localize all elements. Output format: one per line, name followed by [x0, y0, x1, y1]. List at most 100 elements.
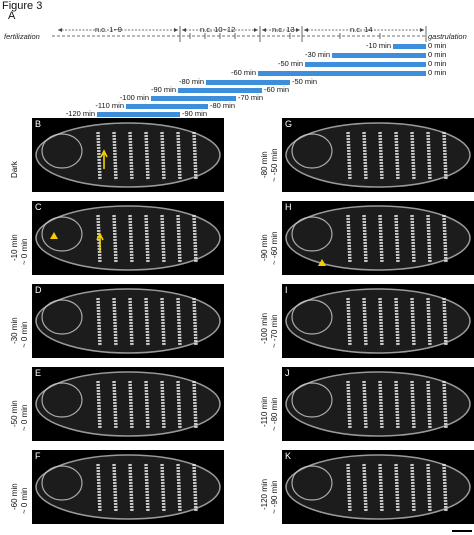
- panel-letter: G: [285, 119, 293, 129]
- segment-stripe: [96, 131, 102, 181]
- yellow-arrow: [100, 149, 108, 169]
- panel-letter: F: [35, 451, 41, 461]
- exposure-end-label: 0 min: [428, 41, 447, 50]
- embryo-outline: [285, 205, 471, 271]
- segment-stripe: [410, 463, 416, 513]
- exposure-label-start: -50 min: [10, 400, 19, 427]
- exposure-label-end: ~ 0 min: [20, 238, 29, 265]
- segment-stripe: [128, 214, 134, 264]
- segment-stripe: [160, 214, 166, 264]
- exposure-start-label: -10 min: [365, 41, 391, 50]
- segment-stripe: [346, 297, 352, 347]
- segment-stripe: [128, 380, 134, 430]
- exposure-end-label: -90 min: [182, 109, 208, 118]
- exposure-bar: [178, 88, 262, 93]
- segment-stripe: [96, 297, 102, 347]
- embryo-image: [285, 454, 471, 520]
- segment-stripe: [176, 463, 182, 513]
- segment-stripe: [160, 131, 166, 181]
- segment-stripe: [362, 131, 368, 181]
- segment-stripe: [176, 131, 182, 181]
- head-region: [41, 465, 83, 501]
- segment-stripe: [192, 214, 198, 264]
- segment-stripe: [144, 214, 150, 264]
- segment-stripe: [346, 131, 352, 181]
- embryo-panel-b: B: [32, 118, 224, 192]
- exposure-end-label: -70 min: [238, 93, 264, 102]
- exposure-bar: [305, 62, 426, 67]
- segment-stripe: [426, 463, 432, 513]
- segment-stripe: [144, 380, 150, 430]
- segment-stripe: [394, 214, 400, 264]
- segment-stripe: [394, 463, 400, 513]
- fertilization-label: fertilization: [4, 32, 40, 41]
- panel-letter: J: [285, 368, 290, 378]
- segment-stripe: [346, 380, 352, 430]
- embryo-panel-j: J: [282, 367, 474, 441]
- exposure-label-end: ~ 0 min: [20, 404, 29, 431]
- segment-stripe: [112, 463, 118, 513]
- segment-stripe: [362, 380, 368, 430]
- embryo-image: [285, 122, 471, 188]
- head-region: [291, 299, 333, 335]
- exposure-end-label: 0 min: [428, 59, 447, 68]
- yellow-arrow: [96, 232, 104, 252]
- embryo-panel-k: K: [282, 450, 474, 524]
- segment-stripe: [96, 463, 102, 513]
- segment-stripe: [160, 297, 166, 347]
- segment-stripe: [192, 463, 198, 513]
- segment-stripe: [442, 131, 448, 181]
- exposure-start-label: -120 min: [65, 109, 95, 118]
- yellow-arrowhead: [50, 232, 58, 239]
- embryo-panel-d: D: [32, 284, 224, 358]
- segment-stripe: [378, 131, 384, 181]
- segment-stripe: [426, 214, 432, 264]
- exposure-label-start: -80 min: [260, 151, 269, 178]
- exposure-bar: [151, 96, 236, 101]
- panel-letter: I: [285, 285, 288, 295]
- segment-stripe: [394, 380, 400, 430]
- panel-letter: D: [35, 285, 42, 295]
- segment-stripe: [96, 380, 102, 430]
- segment-stripe: [362, 214, 368, 264]
- exposure-label-end: ~ -90 min: [270, 480, 279, 514]
- exposure-label-end: ~ -80 min: [270, 397, 279, 431]
- exposure-label-end: ~ 0 min: [20, 487, 29, 514]
- segment-stripe: [394, 297, 400, 347]
- exposure-end-label: 0 min: [428, 68, 447, 77]
- head-region: [291, 133, 333, 169]
- yellow-arrowhead: [318, 259, 326, 266]
- embryo-image: [35, 454, 221, 520]
- panel-letter: C: [35, 202, 42, 212]
- scale-bar: [452, 530, 472, 532]
- embryo-image: [35, 122, 221, 188]
- exposure-start-label: -50 min: [277, 59, 303, 68]
- embryo-outline: [285, 122, 471, 188]
- stage-label-4: n.c. 14: [350, 25, 373, 34]
- timeline-axis: [52, 26, 427, 42]
- head-region: [291, 382, 333, 418]
- segment-stripe: [426, 131, 432, 181]
- segment-stripe: [192, 380, 198, 430]
- segment-stripe: [426, 380, 432, 430]
- embryo-panel-g: G: [282, 118, 474, 192]
- panel-letter: B: [35, 119, 42, 129]
- stage-label-3: n.c. 13: [272, 25, 295, 34]
- exposure-end-label: -50 min: [292, 77, 318, 86]
- head-region: [291, 216, 333, 252]
- exposure-bar: [332, 53, 426, 58]
- exposure-end-label: -60 min: [264, 85, 290, 94]
- head-region: [41, 133, 83, 169]
- segment-stripe: [378, 297, 384, 347]
- segment-stripe: [112, 214, 118, 264]
- segment-stripe: [128, 131, 134, 181]
- segment-stripe: [176, 214, 182, 264]
- exposure-label-start: -120 min: [260, 478, 269, 510]
- segment-stripe: [362, 297, 368, 347]
- head-region: [41, 382, 83, 418]
- segment-stripe: [144, 297, 150, 347]
- head-region: [41, 299, 83, 335]
- segment-stripe: [160, 380, 166, 430]
- segment-stripe: [176, 297, 182, 347]
